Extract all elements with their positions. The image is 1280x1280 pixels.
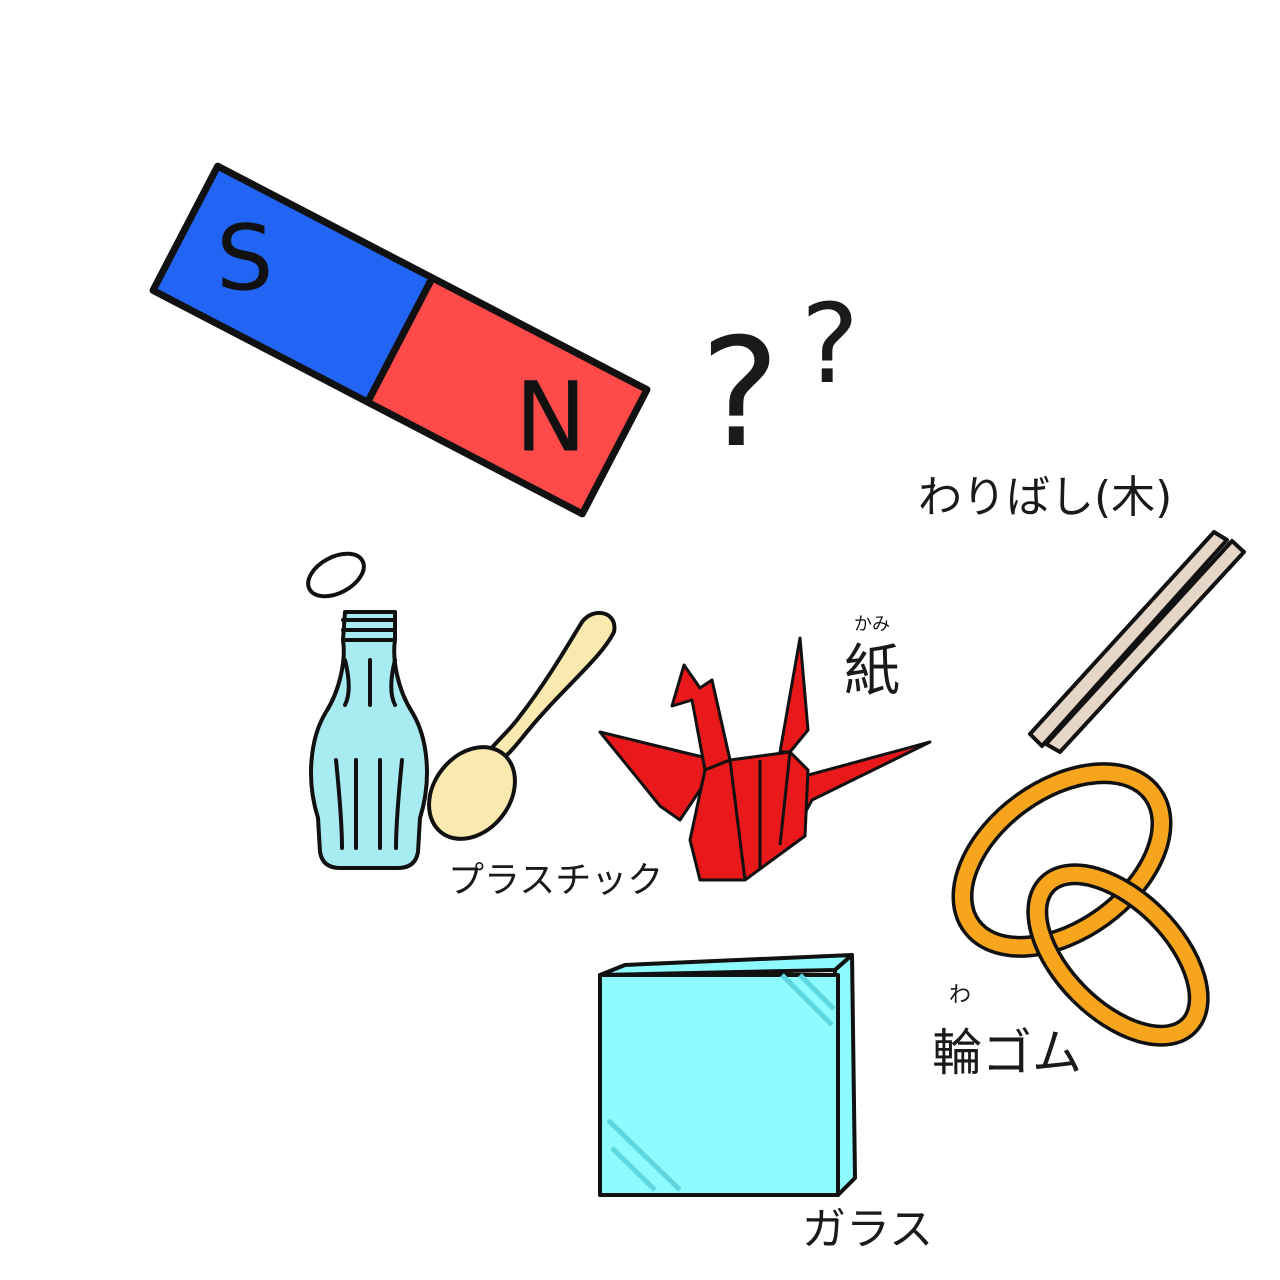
paper-label: 紙 [844, 639, 900, 704]
band-loop-2-fill [1029, 866, 1207, 1044]
plastic-bottle-icon [306, 551, 429, 870]
crane-body [688, 750, 810, 882]
chopsticks-icon [1028, 530, 1246, 754]
bottle-cap [306, 551, 366, 599]
bottle-body [309, 610, 429, 870]
paper-reading: かみ [854, 614, 890, 635]
crane-tail [778, 636, 810, 754]
chopstick-left [1028, 530, 1229, 748]
bottle-threads [341, 618, 397, 642]
plastic-label: プラスチック [448, 860, 663, 901]
bottle-ribs [334, 658, 404, 850]
magnet-north-half [364, 274, 651, 518]
chopstick-right [1044, 539, 1246, 754]
rubber-band-icon [951, 762, 1210, 1047]
rubber-band-label: 輪ゴム [932, 1024, 1082, 1082]
chopsticks-label: わりばし(木) [918, 472, 1172, 523]
band-loop-1-fill [954, 765, 1170, 955]
crane-folds [728, 751, 792, 881]
magnet-south-label: S [216, 206, 273, 311]
glass-front [598, 973, 840, 1197]
spoon-handle [488, 611, 617, 762]
paper-crane-icon [598, 636, 932, 882]
plastic-spoon-icon [427, 611, 617, 841]
magnet-north-label: N [515, 361, 587, 473]
glass-top [598, 953, 854, 977]
glass-block-icon [598, 953, 857, 1197]
question-mark-icon: ? [700, 307, 780, 481]
bar-magnet-icon: S N [149, 162, 651, 518]
crane-left-wing [598, 730, 717, 822]
glass-shine [606, 973, 836, 1192]
crane-right-wing [788, 740, 932, 828]
rubber-band-reading: わ [949, 983, 971, 1008]
glass-label: ガラス [802, 1204, 933, 1255]
spoon-bowl [427, 745, 517, 841]
question-mark-icon: ? [801, 280, 859, 408]
